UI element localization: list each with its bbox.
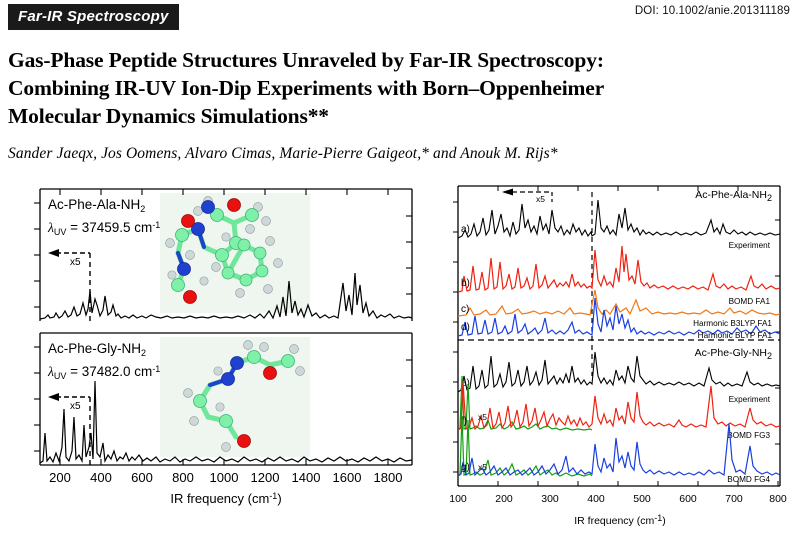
right-xtick-4: 500 [633,493,651,505]
left-axis-title: IR frequency (cm-1) [170,491,281,506]
right-trace-b-label: BOMD FA1 [729,297,771,306]
right-trace-f-letter: f) [461,416,467,427]
molecule-model-bottom [183,340,305,452]
right-trace-f: f) x5 BOMD FG3 [458,381,780,440]
right-trace-e: e) Experiment [458,351,780,404]
right-trace-d: d) Harmonic BLYP FA1 [458,297,780,340]
right-trace-g-x5: x5 [478,462,487,472]
right-trace-b-letter: b) [461,278,470,289]
left-top-panel: Ac-Phe-Ala-NH2 λUV = 37459.5 cm-1 x5 [34,188,413,321]
right-trace-c-label: Harmonic B3LYP FA1 [693,319,772,328]
left-bottom-x5-label: x5 [70,401,81,412]
right-xtick-5: 600 [679,493,697,505]
left-xtick-6: 1400 [292,470,321,485]
title-line-2: Combining IR-UV Ion-Dip Experiments with… [8,75,605,100]
left-xtick-0: 200 [49,470,71,485]
right-trace-d-letter: d) [461,322,470,333]
right-green-overlay-f [458,375,593,431]
right-trace-a-label: Experiment [729,241,771,250]
left-xtick-3: 800 [172,470,194,485]
right-trace-c-letter: c) [461,304,469,315]
right-trace-a: a) Experiment [458,199,780,250]
right-spectra-figure: x5 Ac-Phe-Ala-NH2 Ac-Phe-Gly-NH2 a) Expe… [440,180,792,532]
left-xtick-1: 400 [90,470,112,485]
right-trace-g: g) x5 BOMD FG4 [458,423,780,484]
left-spectra-figure: Ac-Phe-Ala-NH2 λUV = 37459.5 cm-1 x5 [12,185,422,530]
right-x5-label: x5 [536,194,545,204]
left-xtick-7: 1600 [333,470,362,485]
right-xtick-6: 700 [725,493,743,505]
right-trace-e-label: Experiment [729,395,771,404]
left-xtick-8: 1800 [374,470,403,485]
right-trace-f-x5: x5 [478,412,487,422]
author-list: Sander Jaeqx, Jos Oomens, Alvaro Cimas, … [8,145,558,162]
right-xtick-3: 400 [587,493,605,505]
title-line-3: Molecular Dynamics Simulations** [8,103,329,128]
left-xtick-5: 1200 [251,470,280,485]
right-green-overlay-g [458,415,593,477]
right-trace-d-label: Harmonic BLYP FA1 [698,331,773,340]
left-x-axis: 200 400 600 800 1000 1200 1400 1600 1800… [49,470,402,506]
left-xtick-4: 1000 [210,470,239,485]
right-trace-b: b) BOMD FA1 [458,245,780,306]
right-xtick-7: 800 [769,493,787,505]
left-top-lambda-label: λUV = 37459.5 cm-1 [47,220,160,237]
left-top-compound-label: Ac-Phe-Ala-NH2 [48,197,145,214]
right-trace-c: c) Harmonic B3LYP FA1 [458,289,780,328]
title-line-1: Gas-Phase Peptide Structures Unraveled b… [8,48,604,72]
left-xtick-2: 600 [131,470,153,485]
left-bottom-panel: Ac-Phe-Gly-NH2 λUV = 37482.0 cm-1 x5 [34,332,413,466]
right-trace-g-letter: g) [461,462,470,473]
right-group-label-top: Ac-Phe-Ala-NH2 [695,189,772,203]
doi-label: DOI: 10.1002/anie.201311189 [634,5,790,17]
section-badge: Far-IR Spectroscopy [8,4,179,31]
right-xtick-2: 300 [541,493,559,505]
right-xtick-1: 200 [495,493,513,505]
page-title: Gas-Phase Peptide Structures Unraveled b… [8,47,708,131]
right-x5-annotation: x5 [502,188,553,204]
right-trace-e-letter: e) [461,378,470,389]
right-trace-g-label: BOMD FG4 [727,475,770,484]
left-top-x5-label: x5 [70,257,81,268]
right-trace-a-letter: a) [461,224,470,235]
right-group-label-bottom: Ac-Phe-Gly-NH2 [695,347,772,361]
left-top-x5-annotation: x5 [48,249,91,321]
molecule-model-top [165,196,283,304]
left-bottom-lambda-label: λUV = 37482.0 cm-1 [47,364,160,381]
left-bottom-x5-annotation: x5 [48,393,91,465]
left-top-spectrum-trace [40,272,412,320]
right-axis-title: IR frequency (cm-1) [574,513,665,527]
right-trace-f-label: BOMD FG3 [727,431,770,440]
left-bottom-compound-label: Ac-Phe-Gly-NH2 [48,341,146,358]
left-bottom-spectrum-trace [40,380,412,464]
right-xtick-0: 100 [449,493,467,505]
right-x-axis: 100 200 300 400 500 600 700 800 IR frequ… [449,493,787,527]
